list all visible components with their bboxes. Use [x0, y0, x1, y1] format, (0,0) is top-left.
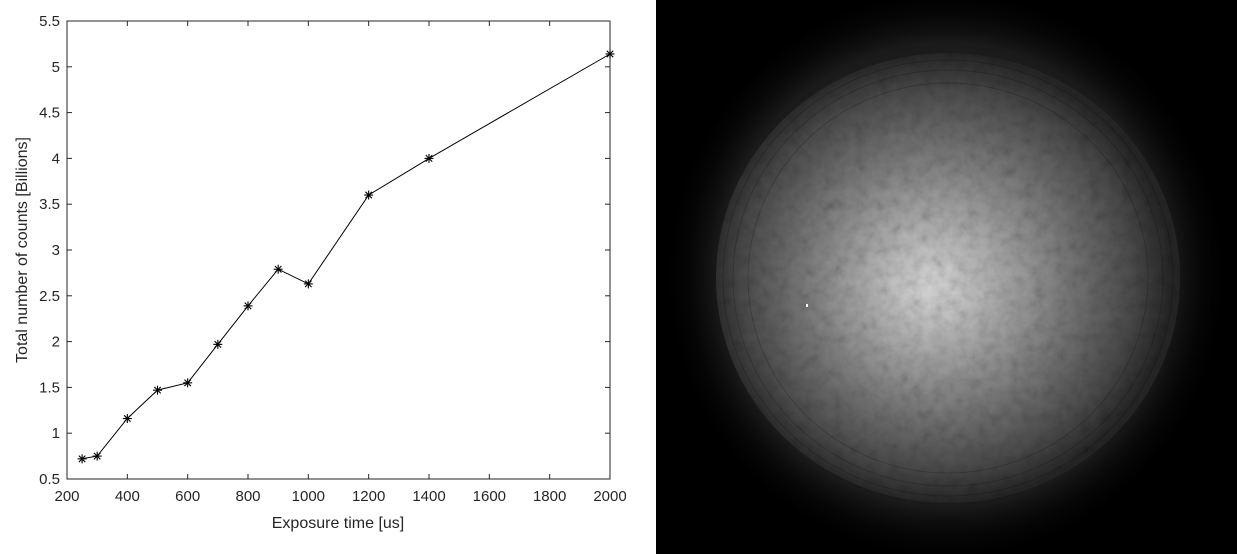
y-tick-label: 3.5 — [39, 196, 60, 213]
x-ticks: 200 400 600 800 1000 1200 1400 1600 1800 2000 — [54, 21, 627, 505]
series-line — [82, 53, 611, 460]
y-tick-label: 1 — [52, 425, 60, 442]
y-tick-label: 3 — [52, 242, 60, 259]
data-point-marker — [77, 454, 87, 464]
y-tick-label: 5.5 — [39, 13, 60, 30]
markers — [77, 49, 615, 464]
diffraction-rings — [722, 59, 1174, 497]
y-tick-label: 4 — [52, 150, 60, 167]
data-point-marker — [424, 153, 434, 163]
y-axis-title: Total number of counts [Billions] — [14, 137, 31, 363]
data-point-marker — [273, 264, 283, 274]
x-tick-label: 1400 — [412, 488, 445, 505]
x-tick-label: 1600 — [473, 488, 506, 505]
hot-pixel — [806, 304, 808, 307]
y-tick-label: 1.5 — [39, 379, 60, 396]
y-tick-label: 2 — [52, 334, 60, 351]
data-point-marker — [153, 385, 162, 395]
data-point-marker — [183, 378, 193, 388]
beam-image — [656, 0, 1237, 554]
data-point-marker — [213, 339, 223, 349]
speckle-beam-picture — [661, 0, 1231, 554]
y-tick-label: 0.5 — [39, 471, 60, 488]
speckle-texture — [716, 53, 1180, 503]
data-point-marker — [303, 279, 313, 289]
y-ticks: 0.5 1 1.5 2 2.5 3 3.5 4 4.5 5 5.5 — [39, 13, 610, 488]
data-point-marker — [243, 301, 253, 311]
line-chart: 200 400 600 800 1000 1200 1400 1600 1800 2000 0.5… — [14, 13, 627, 532]
x-tick-label: 1800 — [533, 488, 566, 505]
plot-area — [66, 20, 611, 480]
data-point-marker — [92, 451, 102, 461]
x-tick-label: 1200 — [352, 488, 385, 505]
data-point-marker — [364, 190, 374, 200]
x-tick-label: 200 — [54, 488, 79, 505]
chart-panel: 200 400 600 800 1000 1200 1400 1600 1800 2000 0.5… — [14, 13, 627, 532]
x-tick-label: 1000 — [292, 488, 325, 505]
x-tick-label: 2000 — [593, 488, 626, 505]
x-tick-label: 600 — [175, 488, 200, 505]
x-axis-title: Exposure time [us] — [272, 515, 405, 532]
y-tick-label: 4.5 — [39, 105, 60, 122]
data-point-marker — [605, 49, 615, 59]
data-point-marker — [122, 414, 132, 424]
y-tick-label: 5 — [52, 59, 60, 76]
x-tick-label: 800 — [235, 488, 260, 505]
y-tick-label: 2.5 — [39, 288, 60, 305]
x-tick-label: 400 — [115, 488, 140, 505]
